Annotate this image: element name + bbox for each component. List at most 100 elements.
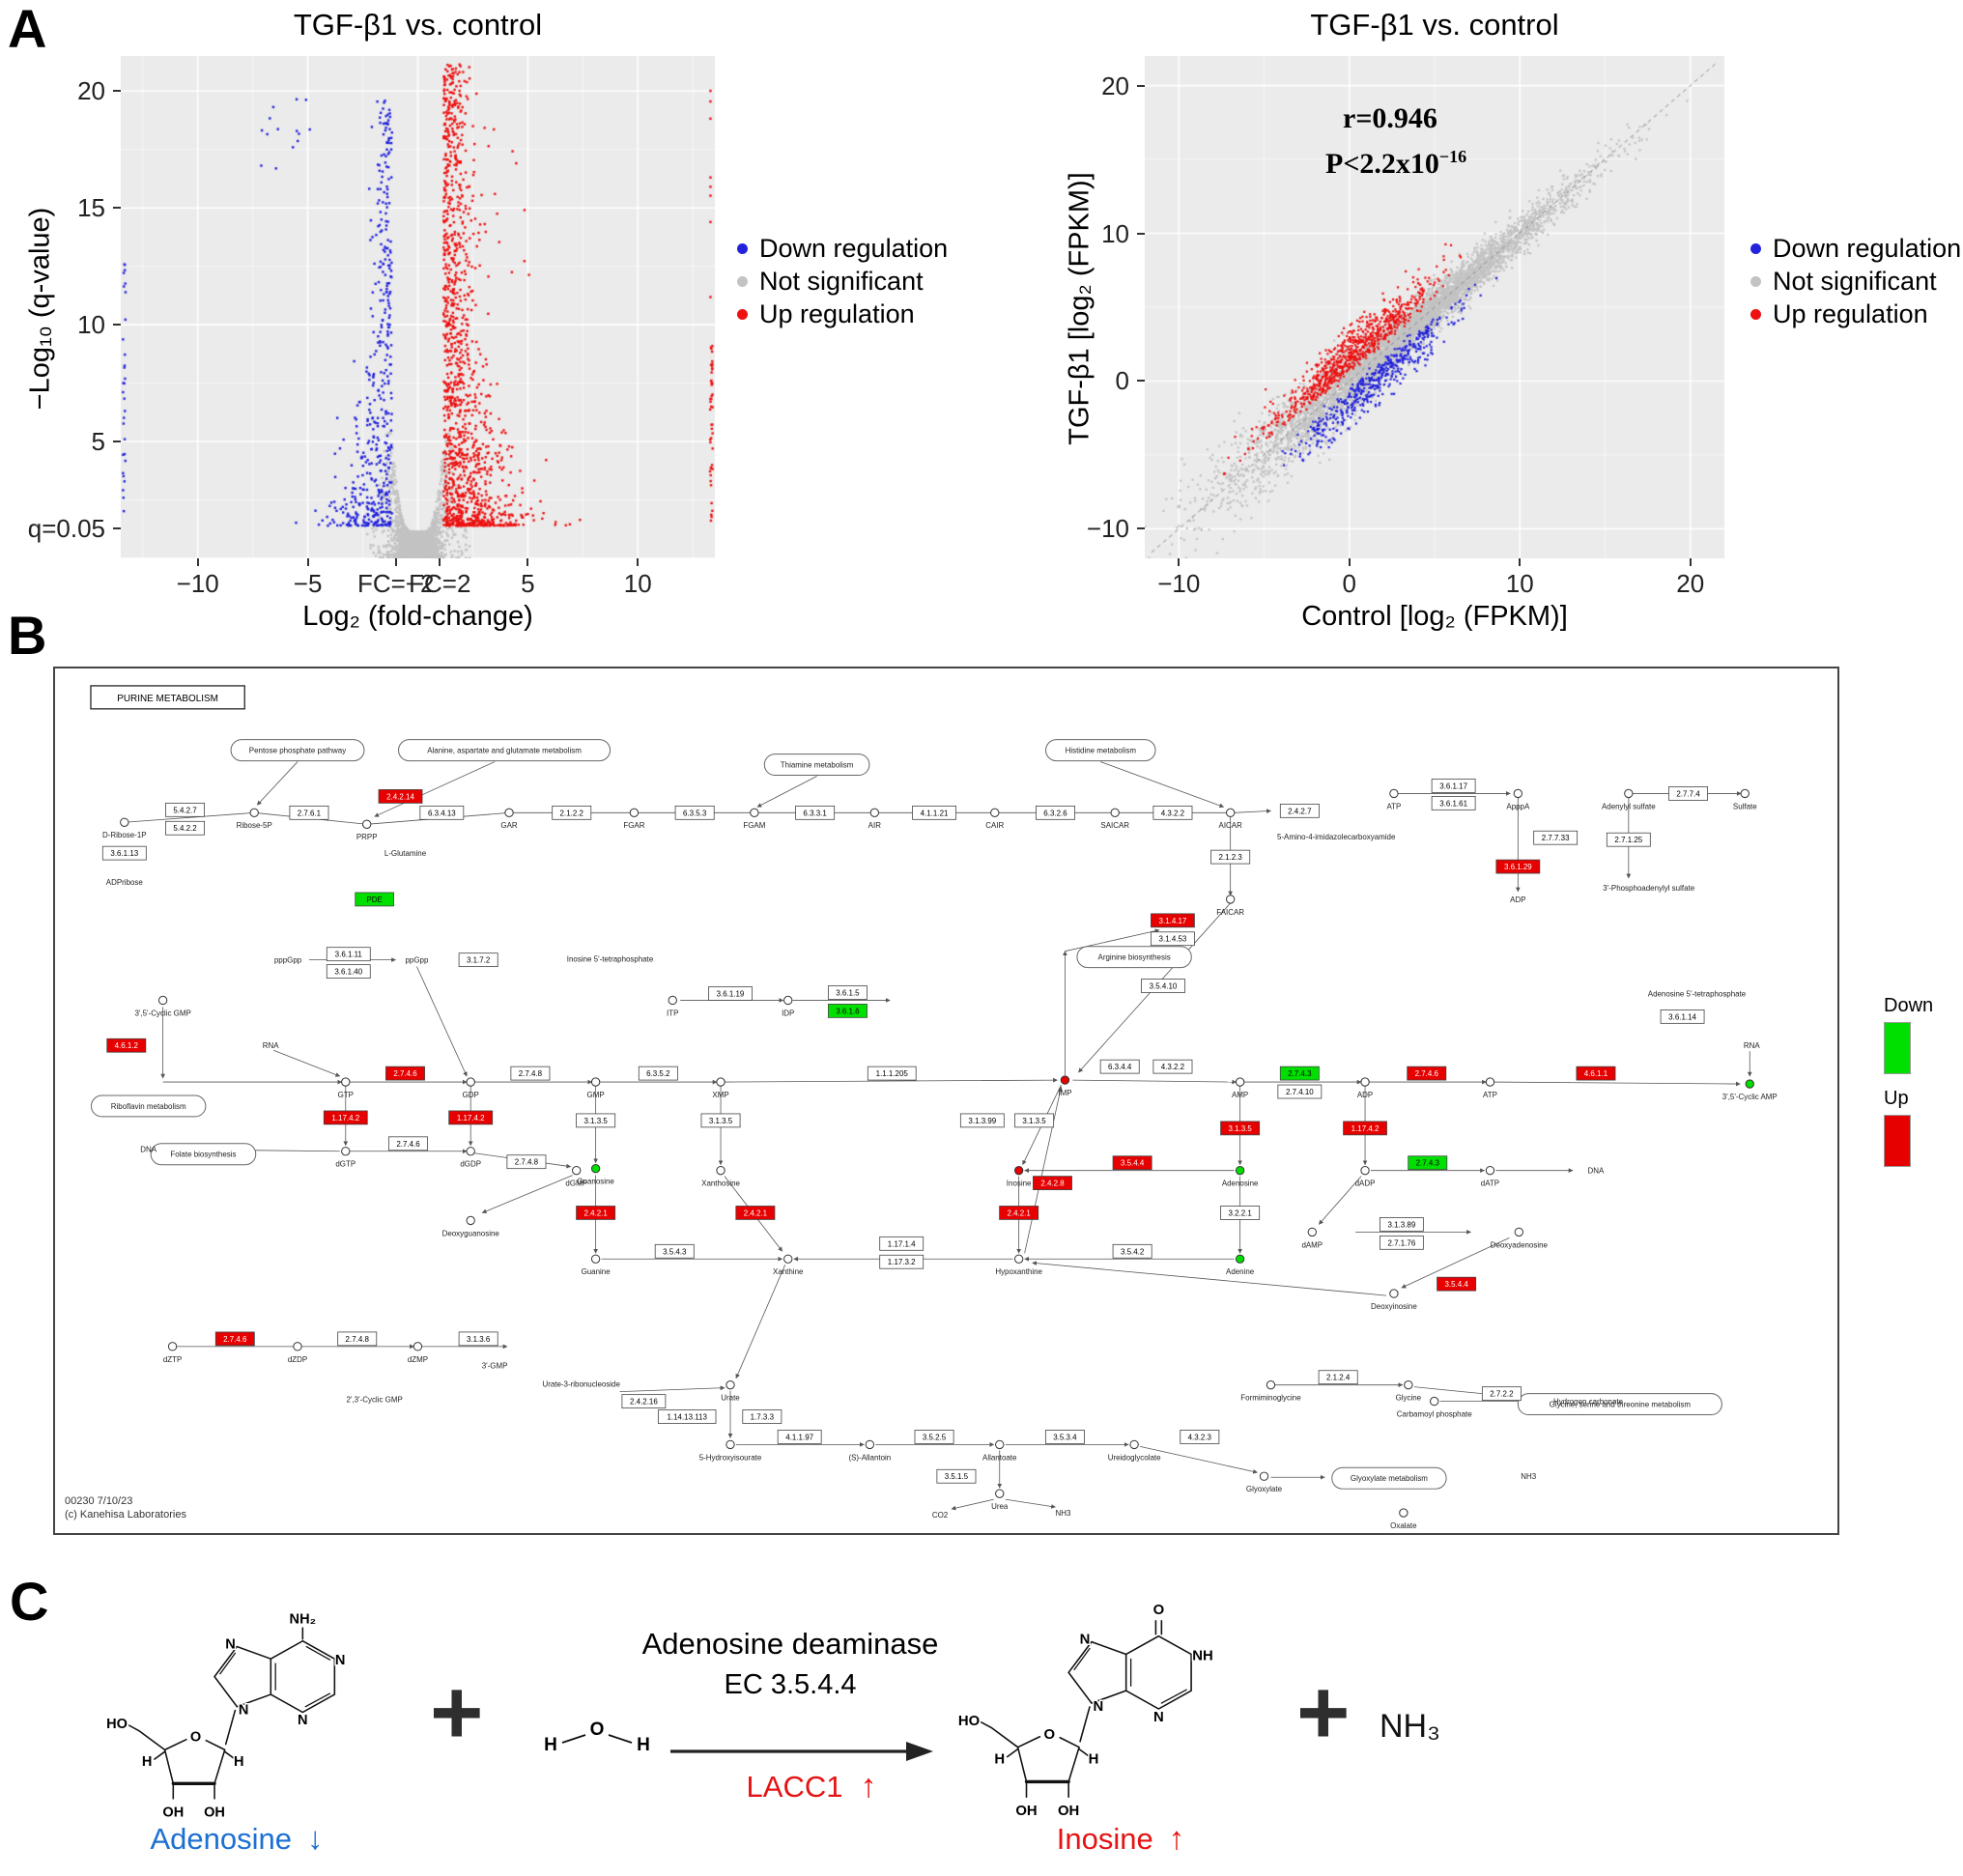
pathway-edge [1494, 1081, 1741, 1087]
atom-label: OH [1058, 1804, 1079, 1819]
compound-node [120, 817, 129, 827]
enzyme-box [458, 1331, 498, 1347]
enzyme-box [1318, 1370, 1358, 1385]
enzyme-box [867, 1066, 917, 1081]
enzyme-box [165, 802, 205, 817]
enzyme-box-upregulated [1576, 1066, 1616, 1081]
down-arrow-icon: ↓ [307, 1820, 324, 1856]
tick-label: 10 [1505, 569, 1534, 598]
atom-label: H [1089, 1752, 1099, 1768]
compound-node [716, 1077, 725, 1087]
pathway-text: 1.1.1.205 [876, 1069, 909, 1078]
compound-node [783, 1254, 793, 1264]
pathway-edge [272, 1049, 341, 1077]
map-id: 00230 7/10/23 [65, 1495, 133, 1507]
tick-mark [113, 207, 121, 210]
pathway-text: 2.4.2.1 [1007, 1208, 1031, 1217]
pathway-text: 3.6.1.14 [1668, 1012, 1696, 1021]
compound-node [293, 1342, 302, 1351]
pathway-text: 2.1.2.4 [1326, 1374, 1351, 1382]
enzyme-box [1379, 1217, 1424, 1232]
pathway-edge [1401, 1236, 1510, 1289]
pathway-text: 3.1.7.2 [467, 956, 491, 965]
legend-item-label: Up regulation [759, 298, 915, 328]
tick-mark [1348, 558, 1351, 566]
legend-item-label: Not significant [1773, 266, 1937, 296]
atom-label: H [544, 1735, 557, 1755]
compound-node [1624, 788, 1634, 799]
pathway-edge [725, 1077, 1058, 1083]
pathway-text: Pentose phosphate pathway [249, 747, 346, 755]
up-arrow-icon: ↑ [860, 1768, 877, 1805]
enzyme-name-block: Adenosine deaminase EC 3.5.4.4 [626, 1627, 954, 1701]
pathway-text: 2.7.4.8 [515, 1158, 539, 1167]
compound-node [1259, 1471, 1269, 1481]
legend-down-swatch [1884, 1022, 1911, 1074]
legend-dot [737, 308, 748, 320]
pathway-text: 1.17.4.2 [1351, 1124, 1380, 1133]
pathway-text: dZDP [288, 1355, 307, 1364]
enzyme-box [936, 1468, 977, 1484]
pathway-text: 2.7.4.10 [1286, 1088, 1314, 1096]
atom-label: N [1080, 1633, 1091, 1648]
pathway-text: Guanosine [577, 1178, 614, 1186]
legend-dot [737, 242, 748, 254]
tick-mark [196, 558, 199, 566]
enzyme-box [458, 952, 498, 968]
pathway-reference-oval [150, 1143, 257, 1166]
pathway-text: ATP [1483, 1091, 1497, 1099]
plus-sign-1: + [430, 1662, 484, 1764]
enzyme-box-upregulated [1343, 1121, 1387, 1136]
pathway-text: ADPribose [106, 878, 144, 887]
enzyme-box [1660, 1009, 1705, 1024]
tick-mark [113, 90, 121, 93]
enzyme-box-upregulated [1220, 1121, 1261, 1136]
enzyme-box [1036, 805, 1075, 820]
pathway-text: Adenosine [1222, 1180, 1259, 1188]
pathway-text: ATP [1386, 802, 1401, 810]
tick-label: 15 [77, 193, 105, 223]
pathway-text: Deoxyadenosine [1491, 1240, 1549, 1249]
pathway-text: FGAM [743, 821, 765, 830]
pathway-text: 2.4.2.8 [1040, 1180, 1065, 1188]
enzyme-box [742, 1409, 782, 1424]
compound-node [629, 808, 640, 818]
legend-item-label: Down regulation [759, 233, 949, 263]
enzyme-box [101, 845, 147, 861]
pathway-reference-oval [91, 1094, 207, 1118]
tick-label: −10 [1157, 569, 1201, 598]
atom-label: HO [958, 1714, 980, 1729]
pathway-text: 3.6.1.40 [334, 968, 362, 977]
pathway-text: IMP [1058, 1089, 1071, 1097]
enzyme-box-upregulated [735, 1206, 776, 1220]
pathway-text: NH3 [1521, 1472, 1536, 1481]
compound-node [1485, 1165, 1495, 1176]
pathway-text: 3.1.3.5 [709, 1117, 733, 1125]
compound-node [1389, 1289, 1399, 1298]
enzyme-box [1014, 1113, 1055, 1128]
pathway-text: NH3 [1055, 1509, 1070, 1518]
enzyme-box-downregulated [827, 1004, 868, 1018]
tick-label: 10 [623, 569, 652, 598]
pathway-text: FGAR [623, 821, 644, 830]
pathway-text: Oxalate [1390, 1521, 1417, 1529]
pathway-text: Sulfate [1733, 802, 1757, 810]
legend-item: Up regulation [737, 298, 948, 330]
pathway-text: 2.4.2.1 [583, 1208, 608, 1217]
compound-node [1235, 1165, 1245, 1176]
enzyme-box [1533, 830, 1579, 845]
pathway-text: GMP [587, 1091, 605, 1099]
pathway-text: 4.3.2.2 [1161, 1063, 1185, 1071]
pathway-text: 3.1.3.5 [1228, 1124, 1252, 1133]
tick-mark [113, 526, 121, 529]
pathway-text: 2.7.1.76 [1387, 1238, 1415, 1247]
pathway-edge [1234, 809, 1271, 813]
enzyme-box [289, 805, 329, 820]
tick-mark [113, 441, 121, 443]
enzyme-box [1431, 796, 1476, 810]
pathway-text: 5-Hydroxyisourate [699, 1453, 762, 1462]
pathway-text: 3.6.1.17 [1439, 782, 1467, 790]
compound-node [1013, 1165, 1024, 1176]
pathway-text: 3.5.4.3 [663, 1247, 687, 1256]
tick-label: q=0.05 [27, 513, 105, 543]
